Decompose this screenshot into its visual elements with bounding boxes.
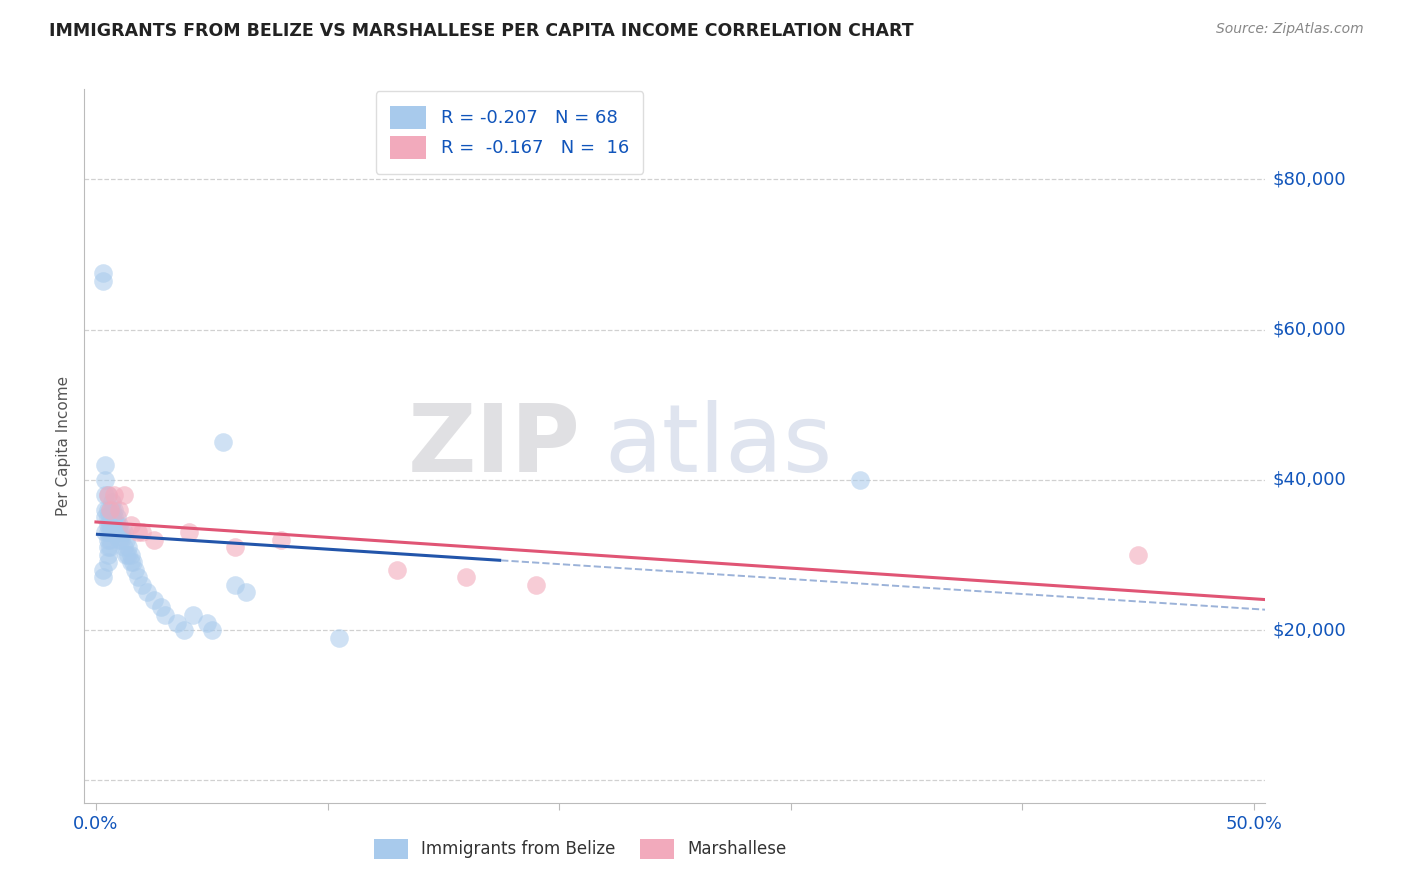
Point <box>108 525 131 540</box>
Point <box>98 533 121 547</box>
Point <box>98 503 121 517</box>
Point <box>235 585 257 599</box>
Point <box>103 503 125 517</box>
Point <box>101 495 124 509</box>
Point <box>101 517 124 532</box>
Point <box>94 510 117 524</box>
Point <box>117 548 139 562</box>
Point <box>112 488 135 502</box>
Point <box>117 541 139 555</box>
Point <box>224 541 246 555</box>
Point <box>105 517 128 532</box>
Point <box>108 503 131 517</box>
Point <box>131 525 153 540</box>
Point <box>112 541 135 555</box>
Point <box>112 525 135 540</box>
Point <box>98 525 121 540</box>
Point <box>96 525 118 540</box>
Point <box>94 503 117 517</box>
Point <box>122 556 145 570</box>
Point <box>96 541 118 555</box>
Point <box>98 510 121 524</box>
Text: IMMIGRANTS FROM BELIZE VS MARSHALLESE PER CAPITA INCOME CORRELATION CHART: IMMIGRANTS FROM BELIZE VS MARSHALLESE PE… <box>49 22 914 40</box>
Point <box>94 488 117 502</box>
Point <box>195 615 218 630</box>
Point <box>142 533 165 547</box>
Point <box>105 525 128 540</box>
Point <box>96 488 118 502</box>
Text: $60,000: $60,000 <box>1272 320 1346 339</box>
Point <box>212 435 235 450</box>
Point <box>328 631 350 645</box>
Point <box>91 274 114 288</box>
Text: atlas: atlas <box>605 400 832 492</box>
Point <box>96 510 118 524</box>
Point <box>98 503 121 517</box>
Point <box>98 517 121 532</box>
Text: $80,000: $80,000 <box>1272 170 1346 188</box>
Text: Source: ZipAtlas.com: Source: ZipAtlas.com <box>1216 22 1364 37</box>
Point <box>224 578 246 592</box>
Point <box>181 607 204 622</box>
Point <box>173 623 195 637</box>
Point <box>96 533 118 547</box>
Point <box>101 503 124 517</box>
Point <box>201 623 224 637</box>
Point <box>108 517 131 532</box>
Point <box>96 548 118 562</box>
Point <box>456 570 478 584</box>
Point <box>127 570 149 584</box>
Point <box>91 266 114 280</box>
Point <box>524 578 547 592</box>
Point <box>101 525 124 540</box>
Text: $40,000: $40,000 <box>1272 471 1346 489</box>
Y-axis label: Per Capita Income: Per Capita Income <box>56 376 72 516</box>
Point <box>94 525 117 540</box>
Legend: Immigrants from Belize, Marshallese: Immigrants from Belize, Marshallese <box>368 832 793 866</box>
Point <box>110 525 132 540</box>
Point <box>108 533 131 547</box>
Point <box>166 615 188 630</box>
Point <box>91 570 114 584</box>
Point <box>127 525 149 540</box>
Point <box>115 548 138 562</box>
Point <box>103 525 125 540</box>
Point <box>101 510 124 524</box>
Point <box>96 488 118 502</box>
Point <box>1126 548 1149 562</box>
Point <box>270 533 292 547</box>
Point <box>98 541 121 555</box>
Point <box>94 473 117 487</box>
Point <box>135 585 157 599</box>
Point <box>105 510 128 524</box>
Point <box>96 503 118 517</box>
Point <box>120 548 142 562</box>
Text: ZIP: ZIP <box>408 400 581 492</box>
Point <box>94 458 117 472</box>
Point <box>849 473 872 487</box>
Point <box>96 556 118 570</box>
Point <box>110 533 132 547</box>
Point <box>385 563 408 577</box>
Point <box>142 593 165 607</box>
Point <box>96 517 118 532</box>
Point <box>103 510 125 524</box>
Text: $20,000: $20,000 <box>1272 621 1346 639</box>
Point <box>131 578 153 592</box>
Point <box>124 563 146 577</box>
Point <box>120 517 142 532</box>
Point <box>177 525 200 540</box>
Point <box>103 488 125 502</box>
Point <box>91 563 114 577</box>
Point <box>155 607 177 622</box>
Point <box>149 600 172 615</box>
Point <box>115 533 138 547</box>
Point <box>120 556 142 570</box>
Point <box>103 517 125 532</box>
